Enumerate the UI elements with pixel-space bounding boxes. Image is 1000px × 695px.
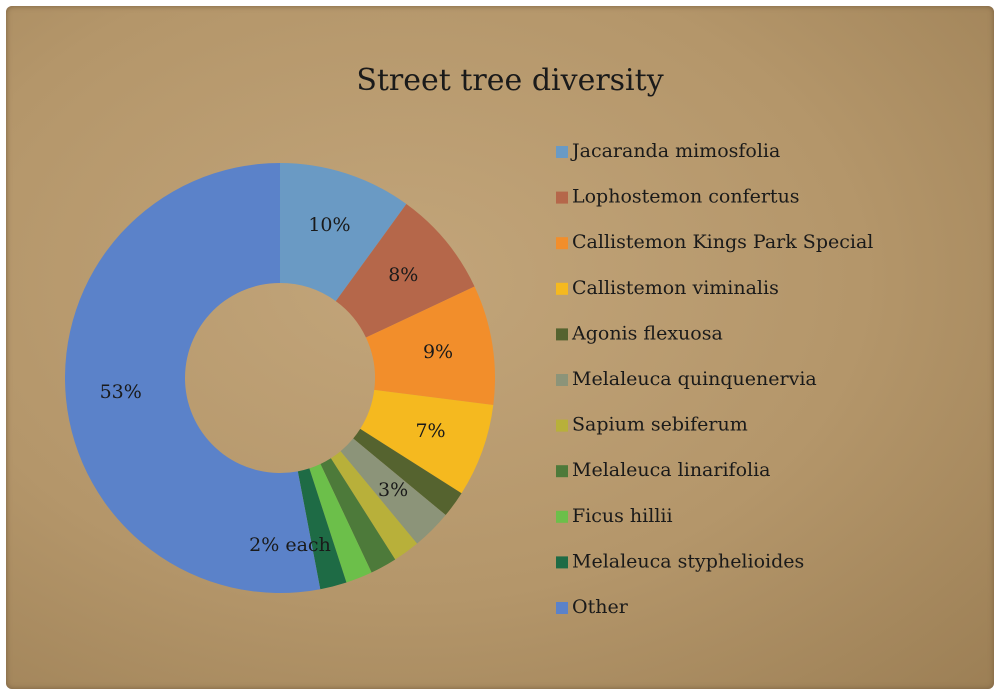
data-label: 9% xyxy=(423,341,453,363)
chart-title: Street tree diversity xyxy=(356,63,663,98)
data-label: 7% xyxy=(415,420,445,442)
donut-slice xyxy=(280,163,407,302)
legend-swatch xyxy=(556,510,568,523)
legend-swatch xyxy=(556,191,568,204)
legend-label: Jacaranda mimosfolia xyxy=(570,140,780,162)
donut-slice xyxy=(340,438,446,544)
donut-slice xyxy=(360,389,494,494)
legend-label: Callistemon viminalis xyxy=(572,277,779,299)
legend-swatch xyxy=(556,374,568,386)
legend-label: Callistemon Kings Park Special xyxy=(572,231,873,253)
legend-label: Melaleuca linarifolia xyxy=(572,459,771,481)
legend-label: Melaleuca quinquenervia xyxy=(572,368,817,390)
annotation: 2% each xyxy=(249,534,331,556)
data-label: 53% xyxy=(100,381,142,403)
donut-slice xyxy=(365,286,495,405)
legend-label: Lophostemon confertus xyxy=(572,186,800,208)
legend-label: Sapium sebiferum xyxy=(572,414,748,436)
legend-label: Melaleuca styphelioides xyxy=(572,550,804,572)
donut-slice xyxy=(64,163,321,593)
donut-slice xyxy=(320,458,396,573)
donut-slice xyxy=(335,204,475,338)
legend-swatch xyxy=(556,419,568,432)
legend-swatch xyxy=(556,146,568,158)
legend-swatch xyxy=(556,237,568,250)
donut-slice xyxy=(353,428,462,516)
legend-label: Agonis flexuosa xyxy=(571,322,723,344)
donut-slice xyxy=(309,463,372,583)
legend-swatch xyxy=(556,328,568,341)
donut-slice xyxy=(297,468,347,590)
legend-swatch xyxy=(556,465,568,478)
legend-swatch xyxy=(556,282,568,295)
data-label: 3% xyxy=(378,479,408,501)
legend-label: Other xyxy=(572,596,629,618)
legend-swatch xyxy=(556,556,568,569)
data-label: 8% xyxy=(388,264,418,286)
donut-slice xyxy=(330,451,418,560)
legend-swatch xyxy=(556,602,568,614)
legend-label: Ficus hillii xyxy=(572,505,673,527)
data-label: 10% xyxy=(308,214,350,236)
